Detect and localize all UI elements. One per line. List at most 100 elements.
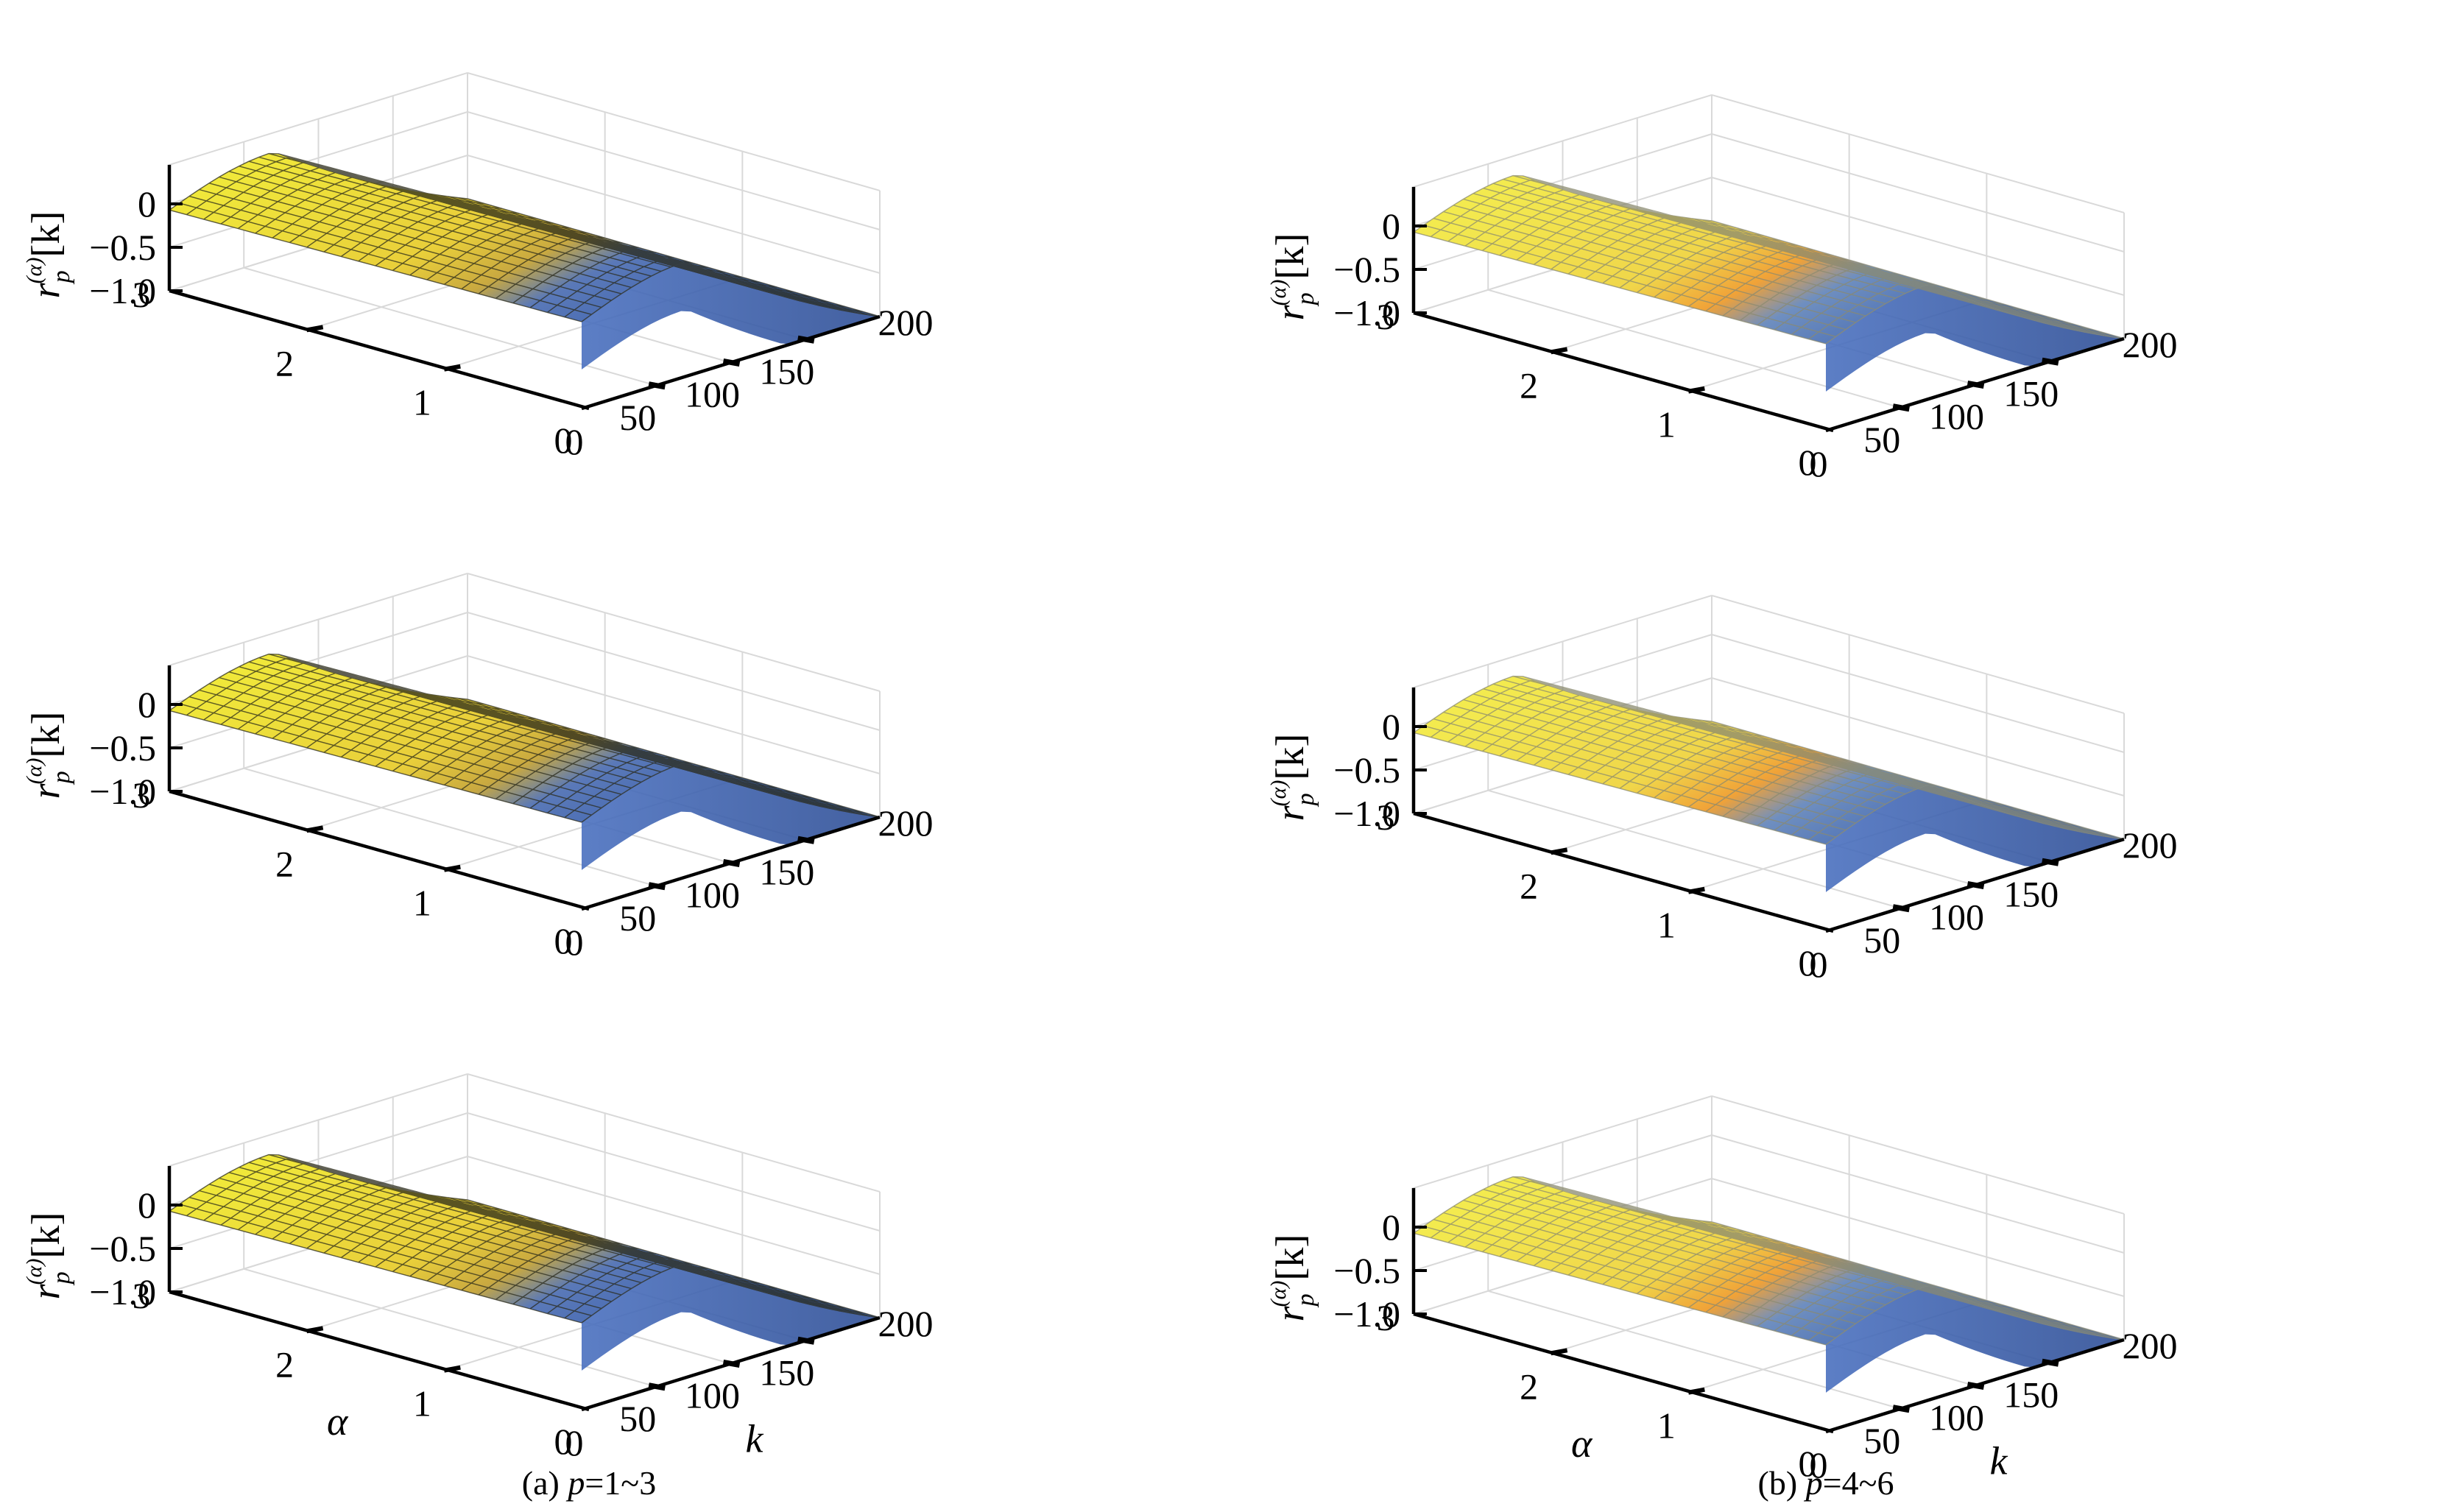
alpha-tick-label: 3 <box>133 274 151 315</box>
z-label-sub: p <box>1292 793 1319 807</box>
surface-mesh <box>169 152 881 322</box>
z-label-sub: p <box>48 771 75 785</box>
k-axis-label: k <box>1990 1439 2008 1483</box>
mesh-line <box>407 1190 821 1308</box>
z-axis-label: rp(α)[k] <box>1266 1234 1319 1322</box>
alpha-tick-mark <box>1551 847 1568 855</box>
caption-b: (b) p=4~6 <box>1758 1464 1894 1502</box>
mesh-line <box>188 696 602 809</box>
alpha-axis-label: α <box>327 1399 349 1444</box>
z-axis-label: rp(α)[k] <box>22 712 75 799</box>
grid-line <box>467 111 881 230</box>
mesh-line <box>1433 1218 1846 1332</box>
z-label-r: r <box>1268 805 1312 821</box>
mesh-line <box>258 156 671 268</box>
mesh-line <box>1413 1232 1827 1346</box>
alpha-tick-mark <box>1551 1348 1568 1356</box>
alpha-axis <box>169 1290 590 1412</box>
alpha-axis <box>1413 811 1834 933</box>
surface <box>169 654 880 822</box>
mesh-line <box>1711 1221 2125 1340</box>
mesh-line <box>1472 193 1886 305</box>
k-tick-label: 200 <box>878 802 934 844</box>
mesh-line <box>1492 683 1906 795</box>
alpha-tick-mark <box>306 1326 324 1334</box>
surface <box>1414 1176 2124 1345</box>
k-tick-label: 50 <box>1863 419 1900 460</box>
alpha-tick-label: 1 <box>1657 1405 1676 1446</box>
mesh-line <box>1443 211 1856 323</box>
k-tick-label: 100 <box>1929 1397 1984 1438</box>
alpha-tick-mark <box>443 1365 461 1373</box>
grid-line <box>1711 93 2125 213</box>
k-tick-label: 50 <box>619 397 656 438</box>
alpha-axis <box>169 289 590 411</box>
mesh-line <box>447 696 861 815</box>
k-tick-mark <box>797 836 815 844</box>
mesh-line <box>1453 705 1866 817</box>
mesh-line <box>1691 1219 2105 1338</box>
surface-mesh <box>169 653 881 823</box>
alpha-tick-label: 0 <box>565 922 584 963</box>
grid-line <box>1711 1178 2125 1297</box>
z-tick-label: −1.0 <box>89 771 156 812</box>
k-tick-mark <box>1892 1405 1910 1413</box>
surface-underside <box>1826 785 2124 892</box>
alpha-axis <box>1413 311 1834 433</box>
k-tick-mark <box>797 1336 815 1345</box>
alpha-axis <box>169 789 590 911</box>
mesh-line <box>467 1199 881 1318</box>
mesh-line <box>1463 198 1876 311</box>
mesh-line <box>1433 718 1846 831</box>
mesh-line <box>258 1157 671 1269</box>
mesh-line <box>1671 1216 2085 1334</box>
grid-line <box>1711 594 2125 714</box>
mesh-line <box>1453 1206 1866 1318</box>
k-tick-label: 150 <box>759 350 814 392</box>
alpha-tick-label: 2 <box>1520 865 1538 906</box>
k-tick-label: 150 <box>2003 873 2059 914</box>
mesh-line <box>1483 688 1896 799</box>
alpha-tick-label: 0 <box>1810 443 1828 484</box>
k-tick-mark <box>2042 357 2059 366</box>
k-tick-label: 200 <box>2123 324 2178 365</box>
grid-line <box>467 1073 881 1193</box>
alpha-tick-label: 1 <box>1657 905 1676 946</box>
k-tick-label: 0 <box>1799 942 1817 983</box>
mesh-line <box>1682 216 2095 335</box>
alpha-tick-label: 0 <box>1810 1444 1828 1485</box>
mesh-line <box>427 193 841 311</box>
k-tick-label: 100 <box>1929 897 1984 938</box>
alpha-tick-label: 2 <box>1520 1366 1538 1407</box>
mesh-line <box>1423 225 1836 337</box>
mesh-line <box>1662 213 2075 331</box>
grid-line <box>1413 594 1712 688</box>
mesh-line <box>407 690 821 808</box>
grid-line <box>169 71 468 166</box>
alpha-tick-label: 3 <box>1377 796 1395 838</box>
mesh-line <box>1472 693 1886 805</box>
alpha-axis-label: α <box>1571 1421 1593 1466</box>
z-tick-label: −1.0 <box>1333 292 1400 333</box>
mesh-line <box>1463 1199 1876 1312</box>
grid-line <box>169 1073 468 1167</box>
z-tick-label: −0.5 <box>89 1228 156 1269</box>
z-tick-label: 0 <box>1382 1207 1400 1248</box>
mesh-line <box>1711 220 2125 339</box>
mesh-line <box>188 195 602 308</box>
alpha-tick-label: 1 <box>413 883 431 924</box>
mesh-line <box>208 1184 622 1296</box>
mesh-line <box>208 183 622 294</box>
grid-line <box>1711 177 2125 296</box>
z-tick-label: −0.5 <box>89 227 156 268</box>
surface-mesh <box>169 1154 881 1324</box>
alpha-tick-mark <box>1551 347 1568 355</box>
mesh-line <box>179 202 592 315</box>
z-label-sub: p <box>1292 292 1319 306</box>
surface-underside <box>1826 285 2124 392</box>
k-tick-mark <box>2042 1358 2059 1367</box>
